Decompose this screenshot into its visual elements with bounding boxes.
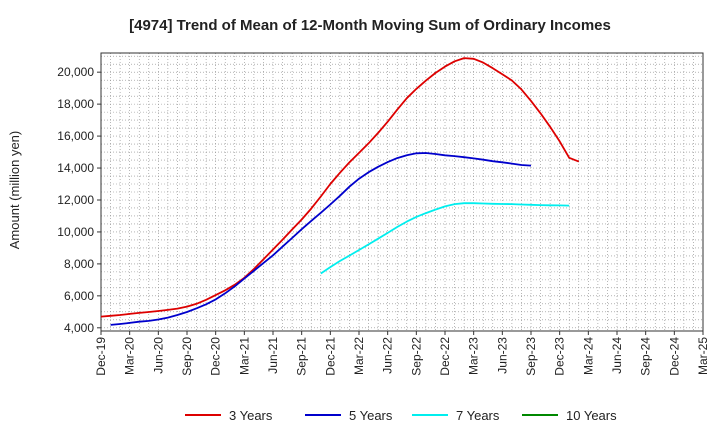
y-tick-label: 6,000 [64, 289, 94, 303]
x-tick-label: Dec-24 [667, 337, 681, 376]
x-tick-label: Sep-23 [524, 337, 538, 376]
plot-area: 4,000 6,000 8,000 10,000 12,000 14,000 16,000 1… [57, 52, 710, 376]
series-line-2 [110, 152, 532, 326]
series-line-1 [100, 57, 580, 318]
legend-label-3: 7 Years [456, 408, 500, 423]
legend-label-4: 10 Years [566, 408, 617, 423]
y-tick-label: 18,000 [57, 97, 94, 111]
y-axis-label: Amount (million yen) [7, 131, 22, 250]
plot-frame [100, 52, 704, 332]
x-tick-label: Jun-23 [495, 337, 509, 374]
chart-title: [4974] Trend of Mean of 12-Month Moving … [129, 17, 611, 34]
y-tick-label: 10,000 [57, 225, 94, 239]
legend-label-1: 3 Years [229, 408, 273, 423]
x-tick-label: Sep-20 [180, 337, 194, 376]
x-tick-label: Mar-20 [123, 337, 137, 375]
x-tick-label: Mar-24 [581, 337, 595, 375]
y-tick-label: 12,000 [57, 193, 94, 207]
x-tick-label: Jun-22 [381, 337, 395, 374]
y-tick-label: 14,000 [57, 161, 94, 175]
legend: 3 Years 5 Years 7 Years 10 Years [185, 408, 617, 423]
y-tick-label: 16,000 [57, 129, 94, 143]
series-line-3 [320, 202, 570, 275]
x-tick-label: Mar-21 [237, 337, 251, 375]
x-tick-label: Jun-24 [610, 337, 624, 374]
x-tick-label: Mar-23 [467, 337, 481, 375]
legend-label-2: 5 Years [349, 408, 393, 423]
y-tick-label: 20,000 [57, 65, 94, 79]
x-tick-label: Dec-20 [209, 337, 223, 376]
x-tick-label: Mar-22 [352, 337, 366, 375]
x-tick-label: Dec-19 [94, 337, 108, 376]
x-tick-label: Jun-20 [151, 337, 165, 374]
x-tick-label: Sep-24 [639, 337, 653, 376]
x-tick-label: Jun-21 [266, 337, 280, 374]
x-tick-label: Dec-23 [553, 337, 567, 376]
x-tick-label: Dec-22 [438, 337, 452, 376]
y-tick-label: 8,000 [64, 257, 94, 271]
x-tick-label: Mar-25 [696, 337, 710, 375]
x-tick-label: Dec-21 [323, 337, 337, 376]
x-tick-label: Sep-21 [295, 337, 309, 376]
y-tick-label: 4,000 [64, 321, 94, 335]
x-tick-label: Sep-22 [409, 337, 423, 376]
